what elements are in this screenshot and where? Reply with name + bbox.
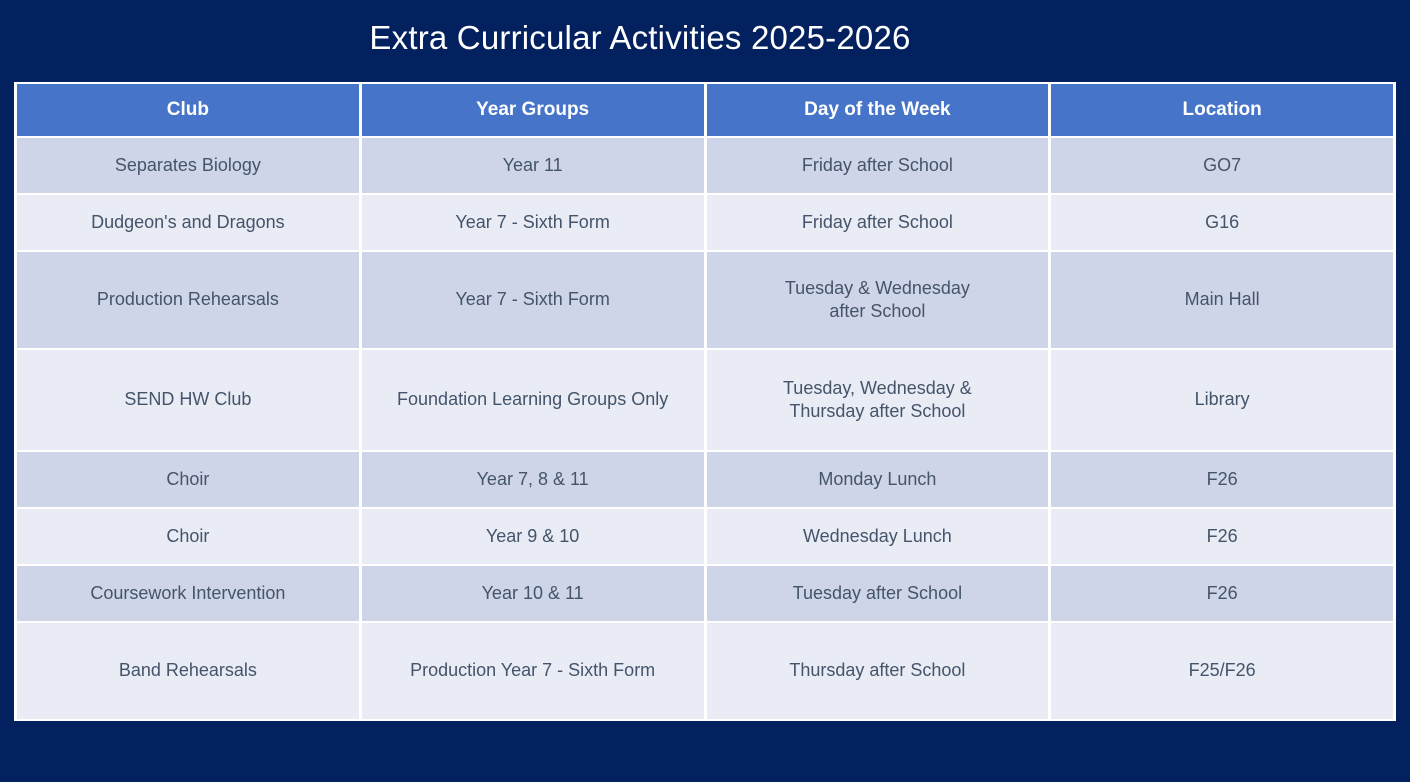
cell-day: Monday Lunch	[703, 450, 1052, 509]
cell-year-groups: Production Year 7 - Sixth Form	[358, 621, 707, 721]
cell-club: SEND HW Club	[14, 348, 362, 452]
table-row: Choir Year 7, 8 & 11 Monday Lunch F26	[14, 450, 1396, 509]
cell-location: Main Hall	[1048, 250, 1396, 350]
table-row: Band Rehearsals Production Year 7 - Sixt…	[14, 621, 1396, 721]
activities-table: Club Year Groups Day of the Week Locatio…	[14, 82, 1396, 721]
cell-year-groups: Year 11	[358, 136, 707, 195]
cell-day: Tuesday after School	[703, 564, 1052, 623]
cell-year-groups: Year 10 & 11	[358, 564, 707, 623]
table-row: SEND HW Club Foundation Learning Groups …	[14, 348, 1396, 452]
cell-location: F26	[1048, 450, 1396, 509]
table-row: Coursework Intervention Year 10 & 11 Tue…	[14, 564, 1396, 623]
header-cell-location: Location	[1048, 82, 1396, 138]
cell-year-groups: Year 7, 8 & 11	[358, 450, 707, 509]
cell-location: F26	[1048, 564, 1396, 623]
cell-year-groups: Year 7 - Sixth Form	[358, 250, 707, 350]
cell-club: Band Rehearsals	[14, 621, 362, 721]
header-cell-year-groups: Year Groups	[358, 82, 707, 138]
title-bar: Extra Curricular Activities 2025-2026	[0, 19, 1345, 56]
cell-day: Thursday after School	[703, 621, 1052, 721]
page-title: Extra Curricular Activities 2025-2026	[369, 19, 911, 56]
cell-club: Coursework Intervention	[14, 564, 362, 623]
cell-club: Separates Biology	[14, 136, 362, 195]
table-row: Separates Biology Year 11 Friday after S…	[14, 136, 1396, 195]
header-row: Club Year Groups Day of the Week Locatio…	[14, 82, 1396, 138]
table-row: Choir Year 9 & 10 Wednesday Lunch F26	[14, 507, 1396, 566]
table-header: Club Year Groups Day of the Week Locatio…	[14, 82, 1396, 138]
cell-year-groups: Year 9 & 10	[358, 507, 707, 566]
cell-day: Friday after School	[703, 136, 1052, 195]
cell-club: Production Rehearsals	[14, 250, 362, 350]
table-body: Separates Biology Year 11 Friday after S…	[14, 136, 1396, 721]
header-cell-day-of-week: Day of the Week	[703, 82, 1052, 138]
header-cell-club: Club	[14, 82, 362, 138]
cell-club: Dudgeon's and Dragons	[14, 193, 362, 252]
cell-location: F25/F26	[1048, 621, 1396, 721]
cell-location: F26	[1048, 507, 1396, 566]
cell-location: Library	[1048, 348, 1396, 452]
cell-day: Friday after School	[703, 193, 1052, 252]
cell-club: Choir	[14, 507, 362, 566]
cell-day: Tuesday & Wednesday after School	[703, 250, 1052, 350]
table-row: Production Rehearsals Year 7 - Sixth For…	[14, 250, 1396, 350]
cell-day: Tuesday, Wednesday & Thursday after Scho…	[703, 348, 1052, 452]
table-row: Dudgeon's and Dragons Year 7 - Sixth For…	[14, 193, 1396, 252]
cell-day: Wednesday Lunch	[703, 507, 1052, 566]
cell-location: GO7	[1048, 136, 1396, 195]
cell-club: Choir	[14, 450, 362, 509]
cell-year-groups: Foundation Learning Groups Only	[358, 348, 707, 452]
cell-year-groups: Year 7 - Sixth Form	[358, 193, 707, 252]
cell-location: G16	[1048, 193, 1396, 252]
